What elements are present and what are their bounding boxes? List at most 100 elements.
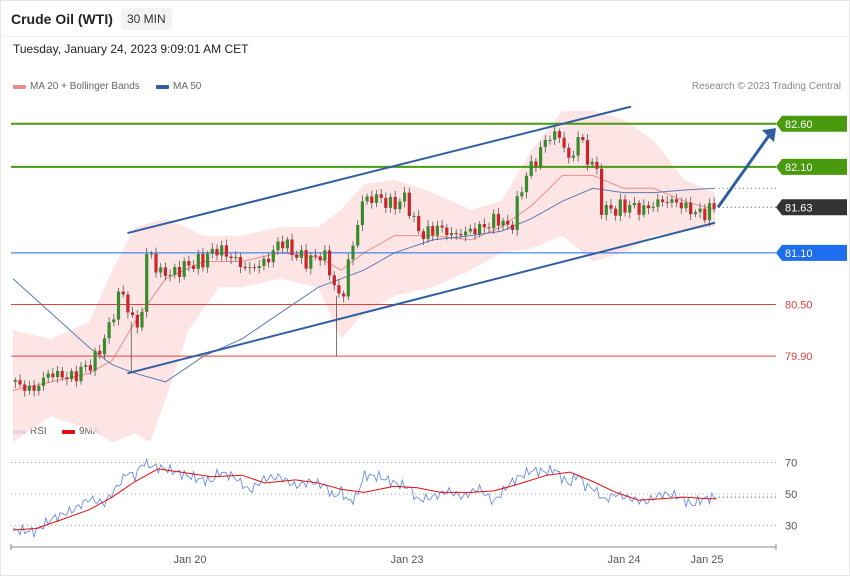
- bearish-candle: [131, 312, 135, 315]
- bullish-candle: [449, 233, 454, 236]
- bullish-candle: [524, 175, 529, 193]
- bullish-candle: [168, 274, 172, 276]
- rsi-tick-label: 50: [785, 489, 797, 501]
- bearish-candle: [267, 258, 271, 263]
- bearish-candle: [51, 373, 55, 378]
- legend-ma20-label: MA 20 + Bollinger Bands: [30, 81, 140, 92]
- bullish-candle: [351, 245, 355, 260]
- bullish-candle: [529, 161, 533, 176]
- bullish-candle: [468, 228, 472, 232]
- bullish-candle: [590, 161, 594, 165]
- legend-9ma-label: 9MA: [79, 426, 100, 437]
- ma20-swatch: [13, 84, 26, 89]
- bullish-candle: [356, 225, 360, 246]
- bearish-candle: [421, 231, 425, 240]
- bullish-candle: [41, 377, 46, 386]
- bullish-candle: [13, 380, 17, 382]
- bullish-candle: [46, 373, 50, 378]
- rsi-tick-label: 30: [785, 520, 797, 532]
- bullish-candle: [210, 248, 214, 254]
- channel-lower-line: [127, 221, 716, 375]
- bearish-candle: [689, 202, 693, 215]
- bearish-candle: [23, 384, 27, 391]
- bearish-candle: [384, 197, 388, 208]
- bullish-candle: [257, 266, 261, 268]
- top-bar: Crude Oil (WTI) 30 MIN: [0, 0, 848, 37]
- bullish-candle: [707, 203, 712, 221]
- bearish-candle: [379, 194, 383, 198]
- bearish-candle: [342, 293, 346, 297]
- x-tick-label: Jan 20: [173, 554, 206, 566]
- bearish-candle: [201, 253, 205, 268]
- bearish-candle: [510, 224, 515, 230]
- copyright-notice: Research © 2023 Trading Central: [691, 81, 841, 92]
- bearish-candle: [332, 275, 336, 286]
- bearish-candle: [229, 256, 233, 259]
- rsi-tick-label: 70: [785, 458, 797, 470]
- bullish-candle: [285, 239, 289, 249]
- bearish-candle: [252, 267, 257, 269]
- bullish-candle: [628, 205, 632, 213]
- bearish-candle: [506, 220, 510, 225]
- bearish-candle: [304, 250, 308, 269]
- bearish-candle: [661, 199, 665, 203]
- bearish-candle: [440, 225, 444, 228]
- bullish-candle: [604, 205, 608, 215]
- bearish-candle: [238, 257, 243, 267]
- bearish-candle: [393, 196, 397, 209]
- bullish-candle: [515, 196, 519, 230]
- bullish-candle: [70, 371, 74, 380]
- forecast-arrow-head: [762, 128, 776, 143]
- bearish-candle: [163, 267, 167, 276]
- legend-9ma: 9MA: [62, 426, 100, 437]
- bearish-candle: [290, 239, 294, 255]
- bullish-candle: [276, 241, 280, 251]
- bullish-candle: [571, 155, 575, 158]
- level-tag-82.10: [776, 158, 847, 175]
- bearish-candle: [712, 203, 716, 209]
- bullish-candle: [548, 139, 552, 141]
- bullish-candle: [618, 199, 622, 216]
- bullish-candle: [684, 202, 688, 209]
- bearish-candle: [328, 250, 332, 276]
- bullish-candle: [79, 366, 83, 382]
- bullish-candle: [234, 257, 238, 259]
- bullish-candle: [196, 253, 200, 269]
- bearish-candle: [135, 315, 139, 328]
- bearish-candle: [126, 294, 130, 313]
- bearish-candle: [534, 161, 538, 167]
- bearish-candle: [370, 196, 374, 203]
- bullish-candle: [632, 202, 636, 206]
- bearish-candle: [65, 377, 69, 380]
- bullish-candle: [492, 213, 496, 229]
- ma50-swatch: [156, 84, 169, 89]
- bearish-candle: [600, 168, 604, 215]
- bearish-candle: [431, 226, 435, 236]
- level-label-79.90: 79.90: [785, 351, 813, 363]
- legend-ma50: MA 50: [156, 81, 201, 92]
- bullish-candle: [145, 254, 149, 312]
- bullish-candle: [464, 231, 468, 236]
- bearish-candle: [318, 256, 322, 261]
- bullish-candle: [206, 253, 210, 268]
- bearish-candle: [614, 208, 618, 216]
- bearish-candle: [665, 202, 669, 204]
- bearish-candle: [224, 245, 228, 257]
- bullish-candle: [262, 258, 266, 266]
- x-tick-label: Jan 25: [690, 554, 723, 566]
- channel-upper-line: [127, 105, 632, 235]
- bollinger-band: [13, 110, 715, 443]
- legend-ma20: MA 20 + Bollinger Bands: [13, 81, 140, 92]
- bullish-candle: [149, 253, 153, 255]
- level-label-80.50: 80.50: [785, 299, 813, 311]
- bullish-candle: [116, 291, 121, 320]
- bearish-candle: [703, 208, 707, 221]
- bearish-candle: [177, 267, 182, 277]
- bullish-candle: [37, 385, 41, 391]
- bearish-candle: [60, 371, 64, 378]
- bearish-candle: [567, 147, 571, 158]
- level-tag-81.63: [776, 199, 847, 216]
- timeframe-selector[interactable]: 30 MIN: [121, 8, 172, 30]
- ma9-swatch: [62, 429, 75, 434]
